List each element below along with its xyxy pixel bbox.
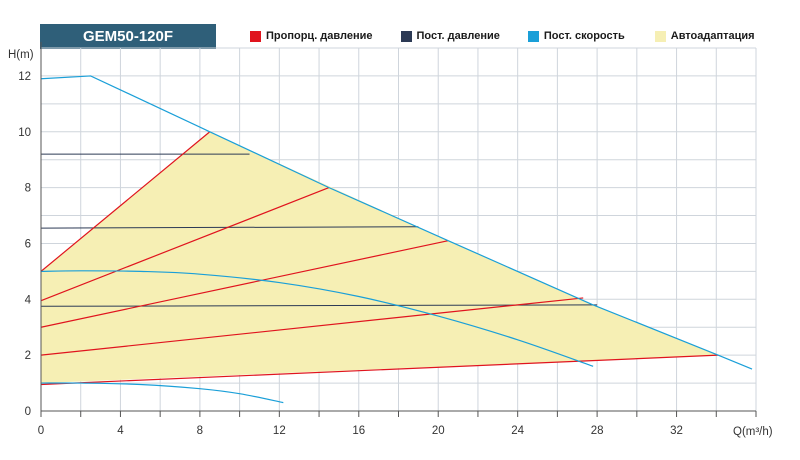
- constant-speed-curve: [40, 75, 753, 370]
- proportional-pressure-line: [40, 297, 584, 356]
- legend-swatch-constant: [400, 30, 412, 42]
- constant-speed-curve: [40, 270, 594, 367]
- constant-speed-curve: [40, 382, 284, 404]
- y-tick-label: 12: [18, 71, 31, 83]
- constant-speed-curves: [40, 75, 753, 404]
- legend-label-speed: Пост. скорость: [543, 30, 625, 42]
- legend-label-autoadapt: Автоадаптация: [670, 30, 755, 42]
- constant-pressure-lines: [40, 153, 598, 307]
- y-tick-label: 6: [25, 238, 31, 250]
- y-tick-label: 0: [25, 406, 31, 418]
- x-tick-label: 4: [117, 425, 124, 437]
- legend-swatch-speed: [527, 30, 539, 42]
- legend-item-speed: Пост. скорость: [527, 30, 625, 42]
- y-tick-label: 2: [25, 350, 31, 362]
- legend-item-proportional: Пропорц. давление: [250, 30, 373, 42]
- y-tick-label: 4: [25, 294, 32, 306]
- autoadapt-area: [41, 131, 719, 384]
- x-tick-label: 8: [197, 425, 203, 437]
- constant-pressure-line: [40, 226, 419, 229]
- x-tick-label: 12: [273, 425, 286, 437]
- x-axis-label: Q(m³/h): [733, 426, 773, 438]
- legend-item-constant: Пост. давление: [400, 30, 500, 42]
- proportional-pressure-line: [40, 131, 211, 272]
- legend-label-constant: Пост. давление: [416, 30, 500, 42]
- y-tick-label: 8: [25, 183, 31, 195]
- x-tick-label: 20: [432, 425, 445, 437]
- autoadapt-polygon: [41, 131, 719, 384]
- axes: [40, 42, 757, 417]
- proportional-pressure-line: [40, 354, 719, 386]
- legend: Пропорц. давление Пост. давление Пост. с…: [250, 30, 755, 42]
- x-tick-label: 16: [352, 425, 365, 437]
- legend-swatch-proportional: [250, 30, 261, 42]
- constant-pressure-line: [40, 304, 598, 307]
- x-tick-label: 24: [511, 425, 524, 437]
- legend-swatch-autoadapt: [654, 30, 666, 42]
- x-tick-label: 28: [591, 425, 604, 437]
- proportional-pressure-line: [40, 240, 449, 328]
- legend-label-proportional: Пропорц. давление: [266, 30, 373, 42]
- x-tick-label: 0: [38, 425, 44, 437]
- y-axis-label: H(m): [8, 49, 34, 61]
- y-tick-label: 10: [18, 127, 31, 139]
- proportional-pressure-line: [40, 187, 330, 302]
- proportional-pressure-lines: [40, 131, 719, 386]
- legend-item-autoadapt: Автоадаптация: [654, 30, 755, 42]
- chart-title: GEM50-120F: [40, 24, 216, 49]
- x-tick-label: 32: [670, 425, 683, 437]
